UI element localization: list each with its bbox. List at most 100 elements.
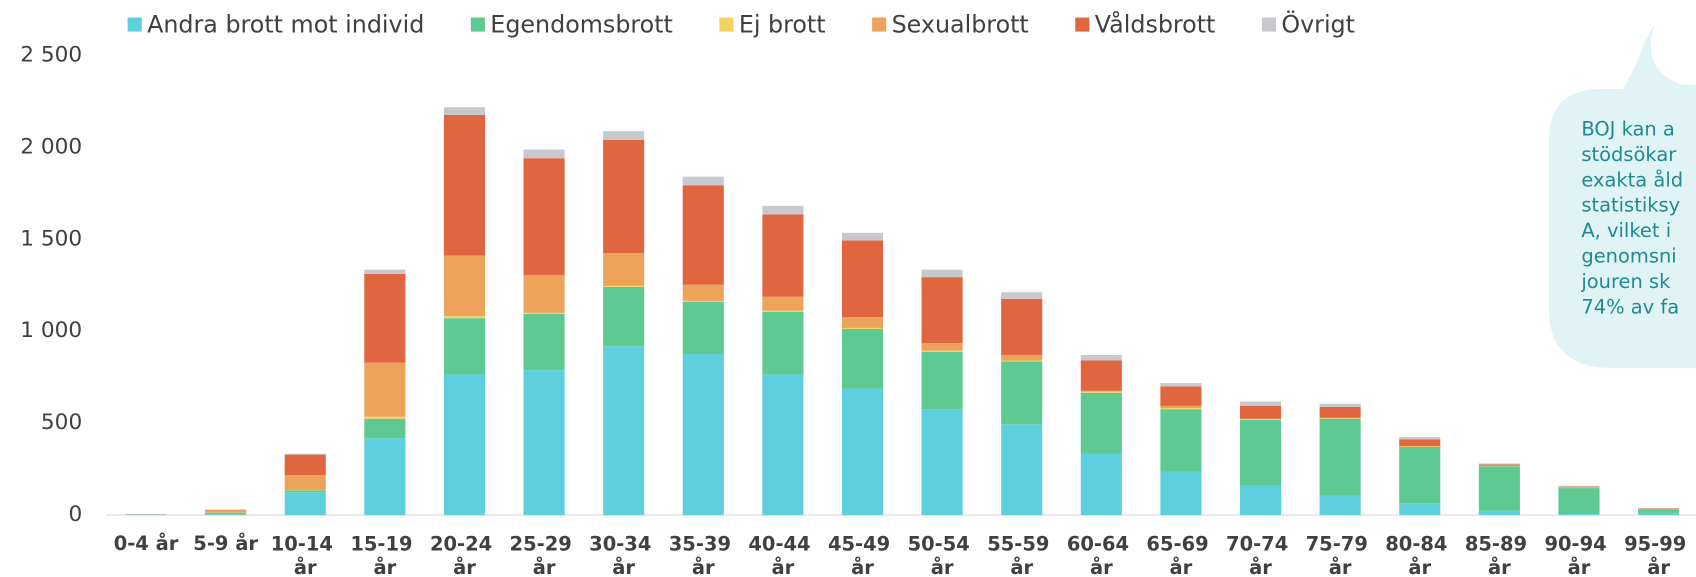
bar-segment bbox=[1001, 298, 1043, 355]
bar-segment bbox=[1160, 409, 1202, 472]
bar-segment bbox=[284, 490, 326, 493]
bar-segment bbox=[603, 346, 645, 516]
bar-segment bbox=[1080, 354, 1122, 361]
bar-segment bbox=[1399, 445, 1441, 447]
bar-segment bbox=[682, 176, 724, 186]
bar-segment bbox=[762, 374, 804, 516]
bar-segment bbox=[1160, 383, 1202, 387]
bar-segment bbox=[1001, 360, 1043, 362]
bar-segment bbox=[364, 362, 406, 417]
x-tick-label: 75-79 år bbox=[1306, 532, 1375, 577]
x-tick-label: 70-74 år bbox=[1226, 532, 1295, 577]
y-tick-label: 500 bbox=[41, 410, 82, 435]
bar-segment bbox=[284, 492, 326, 516]
bar-segment bbox=[1478, 463, 1520, 465]
bar-segment bbox=[841, 232, 884, 241]
bar-segment bbox=[1160, 408, 1202, 410]
bar-segment bbox=[1239, 485, 1282, 516]
bar-segment bbox=[364, 418, 406, 439]
bar-segment bbox=[523, 312, 565, 314]
bar-segment bbox=[1399, 446, 1441, 504]
bar-segment bbox=[1558, 485, 1600, 487]
bar-segment bbox=[921, 343, 963, 351]
bar-segment bbox=[603, 131, 645, 140]
x-tick-label: 50-54 år bbox=[908, 532, 977, 577]
bar-segment bbox=[762, 311, 804, 375]
bar-segment bbox=[1239, 418, 1282, 420]
annotation-text: jouren sk bbox=[1580, 270, 1671, 293]
bar-segment bbox=[1558, 486, 1600, 488]
bar-segment bbox=[1399, 503, 1441, 516]
x-tick-label: 80-84 år bbox=[1385, 532, 1454, 577]
x-tick-label: 20-24 år bbox=[430, 532, 499, 577]
bar-segment bbox=[921, 269, 963, 278]
bar-segment bbox=[921, 350, 963, 352]
bar-segment bbox=[682, 300, 724, 302]
bar-segment bbox=[1478, 465, 1520, 467]
legend-label: Egendomsbrott bbox=[490, 11, 673, 39]
legend-label: Övrigt bbox=[1281, 11, 1355, 39]
bar-segment bbox=[205, 509, 247, 511]
legend-swatch bbox=[1075, 17, 1090, 32]
bar-segment bbox=[1239, 419, 1282, 486]
bar-segment bbox=[1319, 417, 1361, 419]
bar-segment bbox=[284, 453, 326, 455]
legend-swatch bbox=[872, 17, 887, 32]
x-tick-label: 55-59 år bbox=[987, 532, 1056, 577]
bar-segment bbox=[443, 374, 486, 516]
annotation-text: BOJ kan a bbox=[1581, 117, 1675, 140]
bar-segment bbox=[1080, 390, 1122, 392]
annotation-text: genomsni bbox=[1581, 245, 1676, 268]
bar-segment bbox=[205, 512, 247, 515]
bar-segment bbox=[682, 185, 724, 285]
bar-segment bbox=[603, 253, 645, 286]
x-tick-label: 10-14 år bbox=[271, 532, 340, 577]
bar-segment bbox=[1080, 360, 1122, 391]
x-tick-label: 60-64 år bbox=[1067, 532, 1136, 577]
bar-segment bbox=[1558, 513, 1600, 516]
bar-segment bbox=[841, 240, 884, 318]
annotation-bubble bbox=[1548, 24, 1696, 368]
bar-segment bbox=[603, 285, 645, 287]
y-tick-label: 2 000 bbox=[20, 134, 82, 159]
bar-segment bbox=[523, 158, 565, 275]
annotation-text: A, vilket i bbox=[1581, 219, 1671, 242]
legend-label: Ej brott bbox=[739, 11, 826, 39]
x-tick-label: 95-99 år bbox=[1624, 532, 1693, 577]
x-tick-label: 30-34 år bbox=[589, 532, 658, 577]
x-tick-label: 25-29 år bbox=[510, 532, 579, 577]
bar-segment bbox=[841, 317, 884, 328]
annotation-text: 74% av fa bbox=[1581, 295, 1679, 318]
legend-swatch bbox=[470, 17, 485, 32]
legend-swatch bbox=[127, 17, 142, 32]
bar-segment bbox=[1478, 466, 1520, 511]
bar-segment bbox=[364, 438, 406, 516]
bar-segment bbox=[1638, 512, 1680, 516]
bar-segment bbox=[443, 107, 486, 115]
annotation-text: exakta åld bbox=[1581, 168, 1683, 191]
bar-segment bbox=[682, 284, 724, 301]
bar-segment bbox=[364, 416, 406, 419]
bar-segment bbox=[443, 316, 486, 319]
bar-segment bbox=[364, 269, 406, 274]
bar-segment bbox=[921, 351, 963, 410]
bar-segment bbox=[1001, 354, 1043, 361]
bar-segment bbox=[523, 274, 565, 313]
bar-segment bbox=[284, 454, 326, 476]
bar-segment bbox=[762, 214, 804, 297]
x-tick-label: 90-94 år bbox=[1544, 532, 1613, 577]
bar-segment bbox=[1080, 453, 1122, 516]
bar-segment bbox=[1399, 437, 1441, 440]
x-tick-label: 5-9 år bbox=[193, 531, 258, 555]
x-tick-label: 65-69 år bbox=[1146, 532, 1215, 577]
bar-segment bbox=[1080, 392, 1122, 454]
bar-segment bbox=[443, 318, 486, 375]
x-tick-label: 35-39 år bbox=[669, 532, 738, 577]
bar-segment bbox=[841, 329, 884, 389]
bar-segment bbox=[1319, 406, 1361, 418]
bar-segment bbox=[523, 370, 565, 516]
x-tick-label: 40-44 år bbox=[748, 532, 817, 577]
bar-segment bbox=[1638, 509, 1680, 513]
bar-segment bbox=[1399, 439, 1441, 446]
